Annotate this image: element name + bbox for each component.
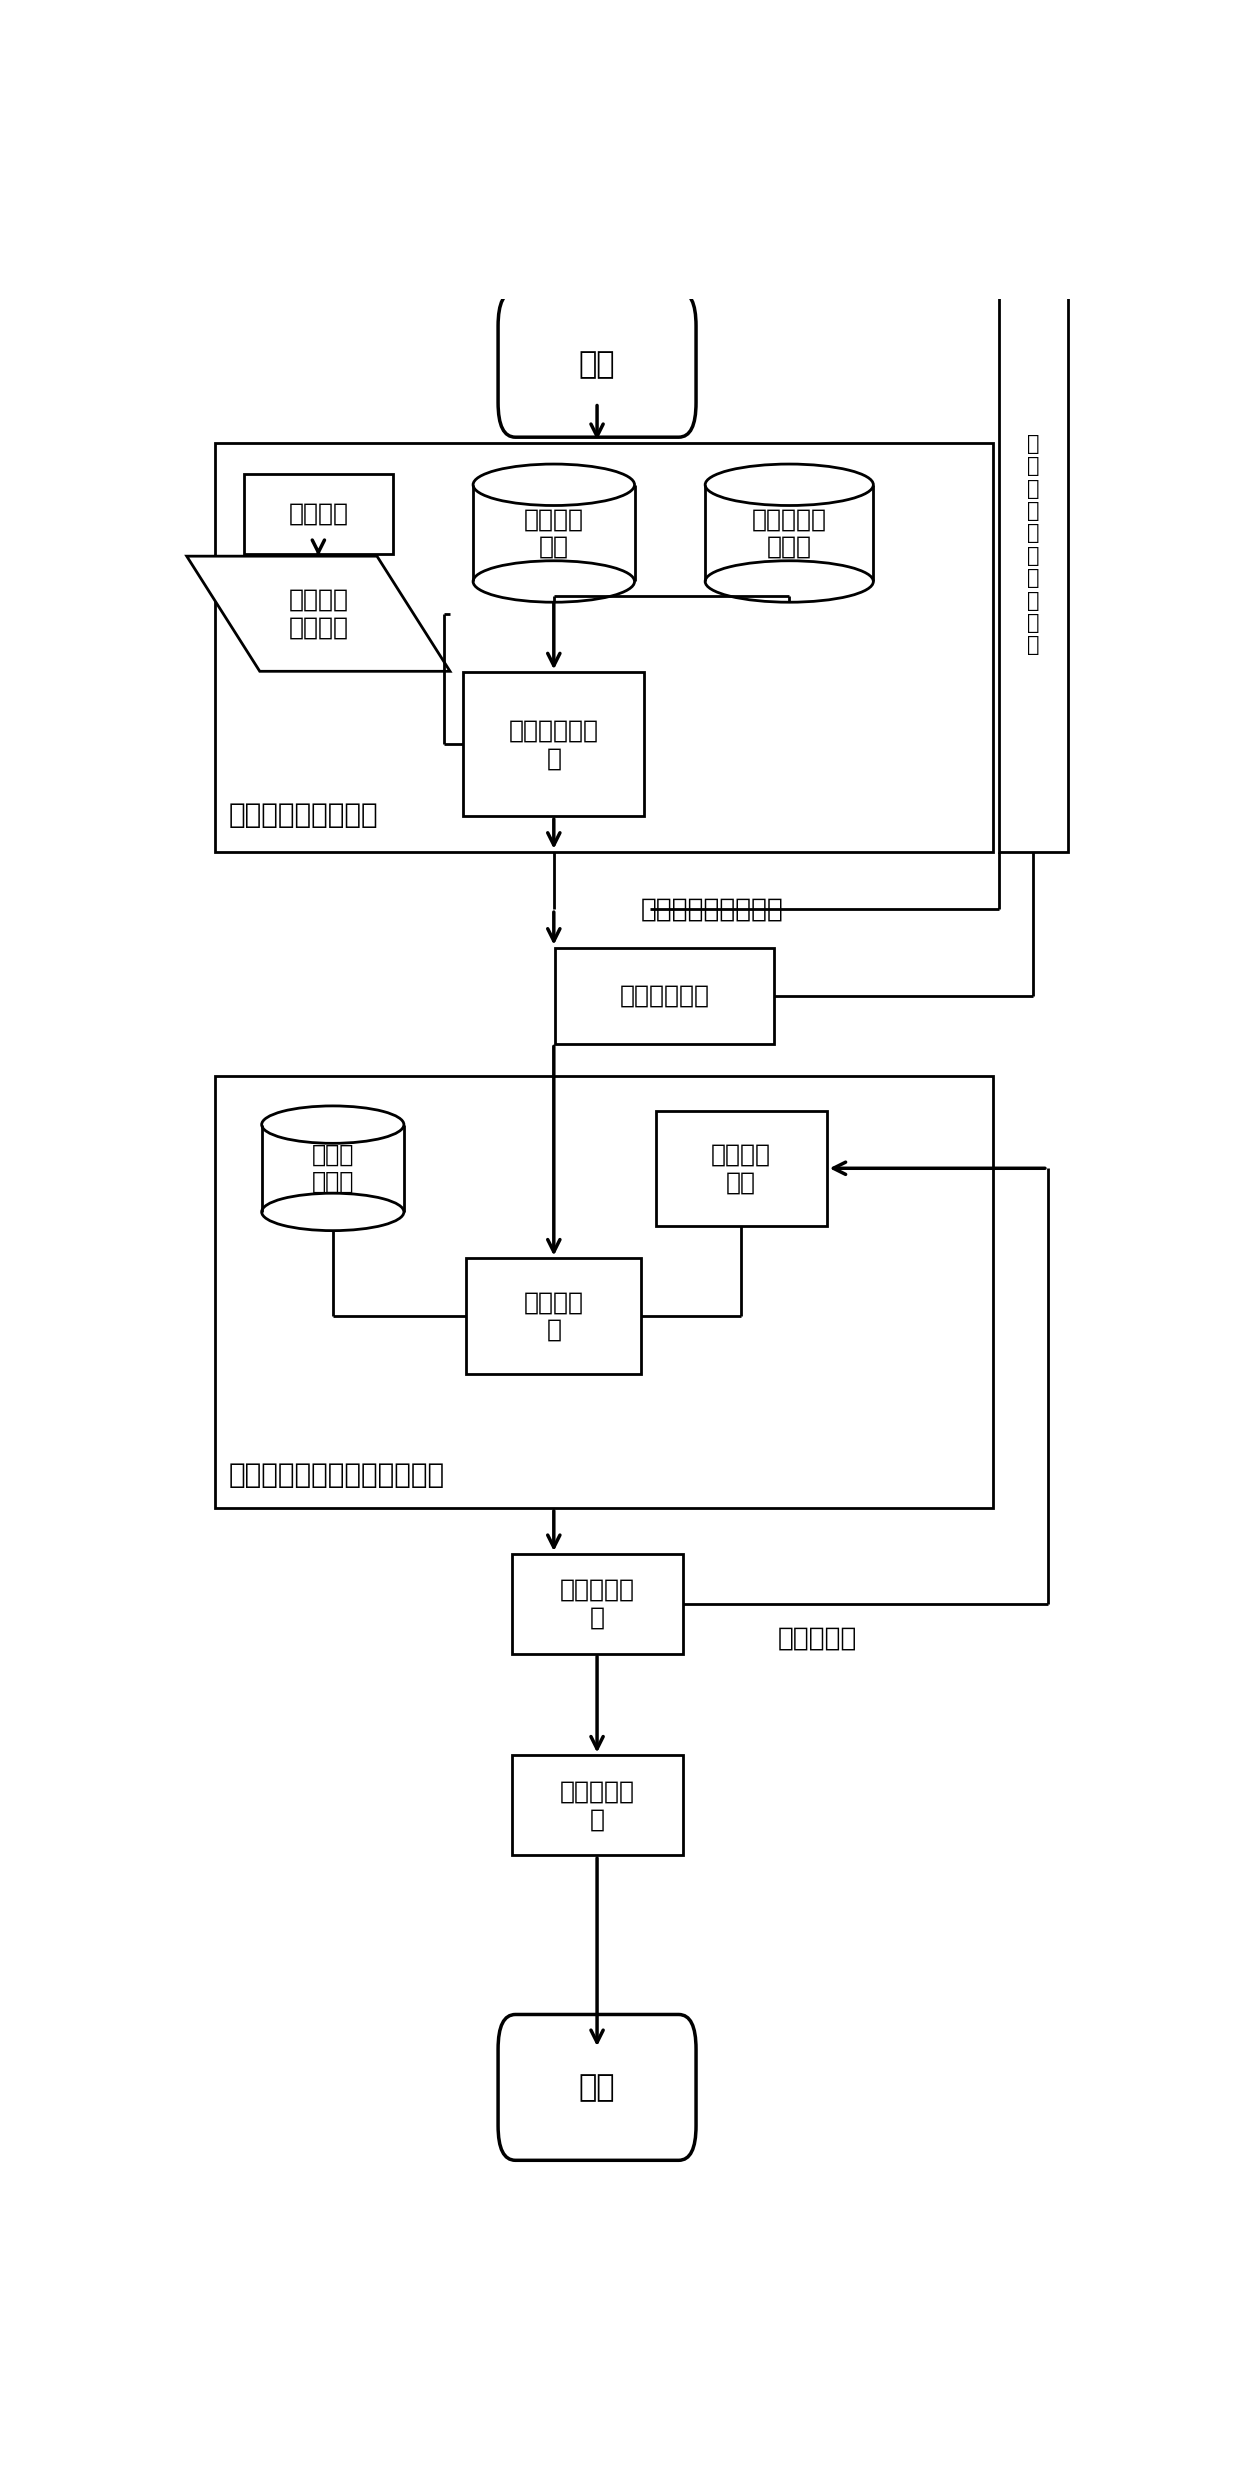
Text: 过闸流量系
数: 过闸流量系 数 [559,1779,635,1832]
Ellipse shape [262,1106,404,1144]
Bar [706,464,873,603]
Bar [464,673,644,817]
Bar [554,947,774,1044]
Ellipse shape [474,464,635,506]
Text: 实测闸门开
度过程: 实测闸门开 度过程 [751,508,827,558]
Text: 实时校正模型: 实时校正模型 [619,984,709,1007]
Text: 结束: 结束 [579,2073,615,2101]
Text: 单一渠池内部水动力计算模型: 单一渠池内部水动力计算模型 [229,1460,445,1488]
Bar [656,1111,827,1226]
Bar [512,1555,682,1655]
Text: 分析流量序
列: 分析流量序 列 [559,1577,635,1630]
Ellipse shape [474,561,635,603]
Bar [244,473,393,553]
FancyBboxPatch shape [498,2014,696,2161]
Text: 闸门过闸
流量关系: 闸门过闸 流量关系 [289,588,348,640]
Text: 实
测
闸
前
、
后
水
位
过
程: 实 测 闸 前 、 后 水 位 过 程 [1027,434,1039,655]
Text: 开始: 开始 [579,349,615,379]
Text: 最小二乘法: 最小二乘法 [777,1625,857,1652]
Polygon shape [187,556,450,670]
Bar [262,1106,404,1231]
Bar [215,1077,993,1508]
Text: 经验公式: 经验公式 [289,501,348,526]
Bar [474,464,635,603]
FancyBboxPatch shape [498,292,696,436]
Bar [466,1258,641,1373]
Bar [215,444,993,852]
Ellipse shape [706,561,873,603]
Text: 工程基本
参数: 工程基本 参数 [523,508,584,558]
Ellipse shape [262,1194,404,1231]
Text: 全段水动力预测模型: 全段水动力预测模型 [229,800,378,830]
Bar [512,1754,682,1854]
Text: 工程基
本参数: 工程基 本参数 [311,1141,353,1194]
Text: 水动力模
型: 水动力模 型 [523,1291,584,1341]
Text: 卡尔曼滤波数据同化: 卡尔曼滤波数据同化 [641,897,784,922]
Text: 水力学仿真模
型: 水力学仿真模 型 [508,718,599,770]
Ellipse shape [706,464,873,506]
Text: 分析水位
序列: 分析水位 序列 [712,1141,771,1194]
Bar [998,237,1068,852]
